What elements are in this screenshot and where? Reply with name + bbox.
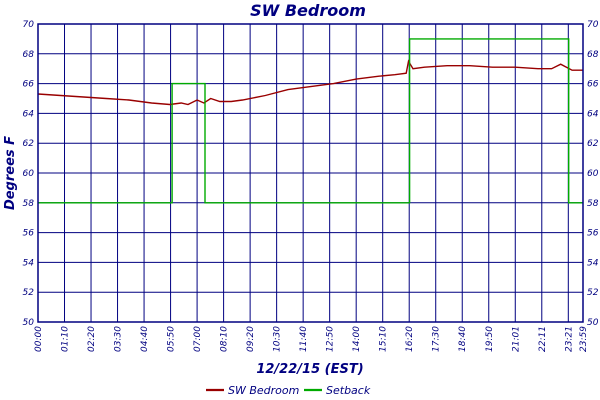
x-tick-label: 18:40 bbox=[458, 326, 468, 352]
x-tick-label: 22:11 bbox=[538, 326, 548, 352]
x-tick-label: 05:50 bbox=[167, 326, 177, 352]
y-ticks-left: 50 52 54 56 58 60 62 64 66 68 70 bbox=[23, 20, 35, 328]
y-tick-label: 50 bbox=[23, 318, 35, 328]
grid bbox=[37, 23, 584, 323]
chart-title: SW Bedroom bbox=[250, 1, 366, 20]
y-tick-label-right: 54 bbox=[587, 258, 599, 268]
plot-lines bbox=[37, 38, 583, 204]
x-tick-label: 17:30 bbox=[432, 326, 442, 352]
y-tick-label: 64 bbox=[23, 109, 35, 119]
y-tick-label: 62 bbox=[23, 139, 35, 149]
y-tick-label-right: 70 bbox=[587, 20, 599, 30]
y-tick-label: 56 bbox=[23, 229, 35, 239]
x-tick-label: 15:10 bbox=[379, 326, 389, 352]
x-tick-label: 23:59 bbox=[579, 326, 589, 352]
x-tick-label: 02:20 bbox=[87, 326, 97, 352]
x-tick-label: 10:30 bbox=[273, 326, 283, 352]
plot-frame bbox=[37, 23, 584, 323]
x-tick-label: 23:21 bbox=[564, 326, 574, 352]
x-tick-label: 04:40 bbox=[140, 326, 150, 352]
y-axis-label: Degrees F bbox=[3, 136, 18, 210]
x-tick-label: 19:50 bbox=[485, 326, 495, 352]
x-tick-label: 14:00 bbox=[352, 326, 362, 352]
y-tick-label-right: 68 bbox=[587, 50, 599, 60]
y-tick-label-right: 60 bbox=[587, 169, 599, 179]
legend-label: Setback bbox=[326, 384, 371, 397]
x-tick-label: 21:01 bbox=[511, 326, 521, 352]
y-tick-label: 60 bbox=[23, 169, 35, 179]
x-ticks: 00:00 01:10 02:20 03:30 04:40 05:50 07:00 08:10… bbox=[34, 326, 589, 352]
y-ticks-right: 50 52 54 56 58 60 62 64 66 68 70 bbox=[587, 20, 599, 328]
x-tick-label: 00:00 bbox=[34, 326, 44, 352]
y-tick-label: 68 bbox=[23, 50, 35, 60]
x-axis-label: 12/22/15 (EST) bbox=[256, 362, 363, 377]
series-line-setback bbox=[38, 38, 583, 204]
x-tick-label: 09:20 bbox=[246, 326, 256, 352]
y-tick-label: 54 bbox=[23, 258, 35, 268]
y-tick-label-right: 66 bbox=[587, 80, 599, 90]
x-tick-label: 03:30 bbox=[114, 326, 124, 352]
y-tick-label-right: 64 bbox=[587, 109, 599, 119]
x-tick-label: 08:10 bbox=[220, 326, 230, 352]
y-tick-label-right: 62 bbox=[587, 139, 599, 149]
y-tick-label: 70 bbox=[23, 20, 35, 30]
x-tick-label: 07:00 bbox=[193, 326, 203, 352]
x-tick-label: 11:40 bbox=[299, 326, 309, 352]
y-tick-label-right: 58 bbox=[587, 199, 599, 209]
y-tick-label-right: 56 bbox=[587, 229, 599, 239]
y-tick-label: 66 bbox=[23, 80, 35, 90]
x-tick-label: 12:50 bbox=[326, 326, 336, 352]
y-tick-label-right: 50 bbox=[587, 318, 599, 328]
legend: SW Bedroom Setback bbox=[206, 384, 371, 397]
y-tick-label: 52 bbox=[23, 288, 35, 298]
series-line-sw-bedroom bbox=[37, 59, 583, 106]
x-tick-label: 16:20 bbox=[405, 326, 415, 352]
y-tick-label: 58 bbox=[23, 199, 35, 209]
y-tick-label-right: 52 bbox=[587, 288, 599, 298]
legend-label: SW Bedroom bbox=[228, 384, 299, 397]
x-tick-label: 01:10 bbox=[61, 326, 71, 352]
